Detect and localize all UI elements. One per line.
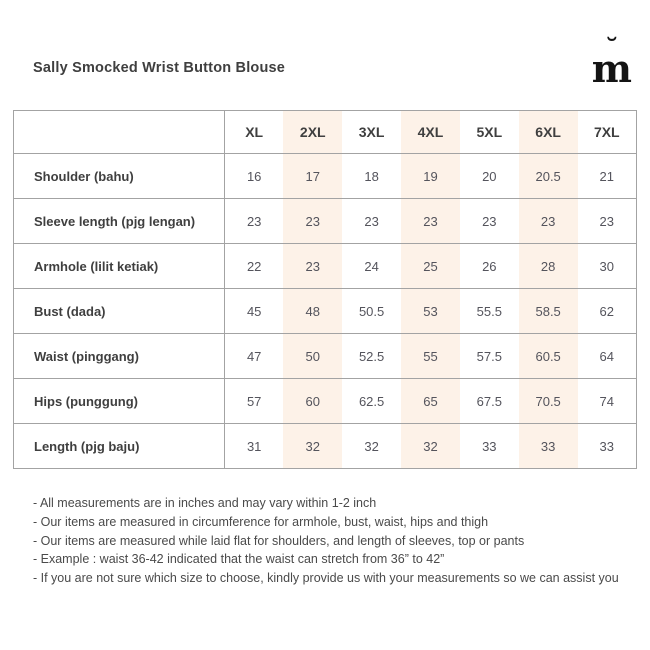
footnote-line: - All measurements are in inches and may…	[33, 496, 377, 510]
measurement-label: Waist (pinggang)	[13, 333, 225, 379]
measurement-value: 23	[283, 243, 343, 289]
measurement-label: Hips (punggung)	[13, 378, 225, 424]
brand-logo-breve: ˘	[605, 32, 619, 65]
measurement-value: 31	[224, 423, 284, 469]
size-column-header-7xl: 7XL	[577, 110, 637, 154]
measurement-value: 20	[459, 153, 519, 199]
measurement-value: 55	[401, 333, 460, 379]
measurement-value: 57.5	[459, 333, 519, 379]
measurement-value: 23	[401, 198, 460, 244]
size-column-header-6xl: 6XL	[518, 110, 578, 154]
footnotes: - All measurements are in inches and may…	[33, 494, 619, 588]
measurement-value: 50	[283, 333, 343, 379]
page-title: Sally Smocked Wrist Button Blouse	[33, 60, 286, 76]
size-chart-header: XL 2XL 3XL 4XL 5XL 6XL 7XL	[13, 110, 637, 154]
table-row: Waist (pinggang) 47 50 52.5 55 57.5 60.5 64	[13, 333, 637, 379]
measurement-value: 32	[401, 423, 460, 469]
measurement-value: 65	[401, 378, 460, 424]
size-column-header-xl: XL	[224, 110, 284, 154]
measurement-value: 23	[518, 198, 578, 244]
measurement-value: 74	[577, 378, 637, 424]
table-row: Shoulder (bahu) 16 17 18 19 20 20.5 21	[13, 153, 637, 199]
measurement-value: 17	[283, 153, 343, 199]
measurement-value: 70.5	[518, 378, 578, 424]
measurement-value: 47	[224, 333, 284, 379]
measurement-label: Shoulder (bahu)	[13, 153, 225, 199]
measurement-value: 19	[401, 153, 460, 199]
measurement-label: Sleeve length (pjg lengan)	[13, 198, 225, 244]
measurement-value: 60	[283, 378, 343, 424]
measurement-value: 32	[342, 423, 402, 469]
measurement-label: Length (pjg baju)	[13, 423, 225, 469]
measurement-value: 25	[401, 243, 460, 289]
size-chart-header-row: XL 2XL 3XL 4XL 5XL 6XL 7XL	[13, 110, 637, 154]
measurement-value: 53	[401, 288, 460, 334]
table-row: Sleeve length (pjg lengan) 23 23 23 23 23 23 23	[13, 198, 637, 244]
table-row: Armhole (lilit ketiak) 22 23 24 25 26 28 30	[13, 243, 637, 289]
measurement-value: 62	[577, 288, 637, 334]
brand-logo-letter: ˘ m	[592, 35, 632, 88]
measurement-value: 23	[459, 198, 519, 244]
brand-logo-m: m	[591, 46, 632, 91]
footnote-line: - Our items are measured in circumferenc…	[33, 514, 489, 529]
measurement-value: 21	[577, 153, 637, 199]
measurement-value: 33	[577, 423, 637, 469]
measurement-value: 57	[224, 378, 284, 424]
measurement-value: 33	[518, 423, 578, 469]
footnote-line: - Example : waist 36-42 indicated that t…	[33, 552, 445, 567]
corner-cell	[13, 110, 225, 154]
measurement-value: 20.5	[518, 153, 578, 199]
measurement-label: Bust (dada)	[13, 288, 225, 334]
brand-logo-icon: ˘ m	[592, 35, 632, 88]
measurement-value: 60.5	[518, 333, 578, 379]
measurement-value: 30	[577, 243, 637, 289]
measurement-value: 55.5	[459, 288, 519, 334]
measurement-value: 50.5	[342, 288, 402, 334]
measurement-value: 23	[283, 198, 343, 244]
table-row: Length (pjg baju) 31 32 32 32 33 33 33	[13, 423, 637, 469]
measurement-value: 32	[283, 423, 343, 469]
measurement-value: 62.5	[342, 378, 402, 424]
table-row: Hips (punggung) 57 60 62.5 65 67.5 70.5 74	[13, 378, 637, 424]
measurement-value: 23	[224, 198, 284, 244]
measurement-value: 22	[224, 243, 284, 289]
measurement-value: 64	[577, 333, 637, 379]
measurement-value: 16	[224, 153, 284, 199]
measurement-value: 45	[224, 288, 284, 334]
measurement-value: 23	[342, 198, 402, 244]
measurement-value: 48	[283, 288, 343, 334]
size-column-header-4xl: 4XL	[401, 110, 460, 154]
table-row: Bust (dada) 45 48 50.5 53 55.5 58.5 62	[13, 288, 637, 334]
measurement-value: 33	[459, 423, 519, 469]
measurement-value: 18	[342, 153, 402, 199]
measurement-value: 26	[459, 243, 519, 289]
footnote-line: - If you are not sure which size to choo…	[33, 571, 619, 586]
measurement-value: 23	[577, 198, 637, 244]
measurement-value: 24	[342, 243, 402, 289]
measurement-value: 52.5	[342, 333, 402, 379]
measurement-value: 28	[518, 243, 578, 289]
size-chart-body: Shoulder (bahu) 16 17 18 19 20 20.5 21 Sleeve le…	[13, 153, 637, 469]
measurement-label: Armhole (lilit ketiak)	[13, 243, 225, 289]
size-column-header-3xl: 3XL	[342, 110, 402, 154]
size-column-header-2xl: 2XL	[283, 110, 343, 154]
measurement-value: 58.5	[518, 288, 578, 334]
size-column-header-5xl: 5XL	[459, 110, 519, 154]
footnote-line: - Our items are measured while laid flat…	[33, 533, 525, 548]
measurement-value: 67.5	[459, 378, 519, 424]
size-chart-table: XL 2XL 3XL 4XL 5XL 6XL 7XL Shoulder (bahu) 16 17…	[13, 110, 637, 469]
